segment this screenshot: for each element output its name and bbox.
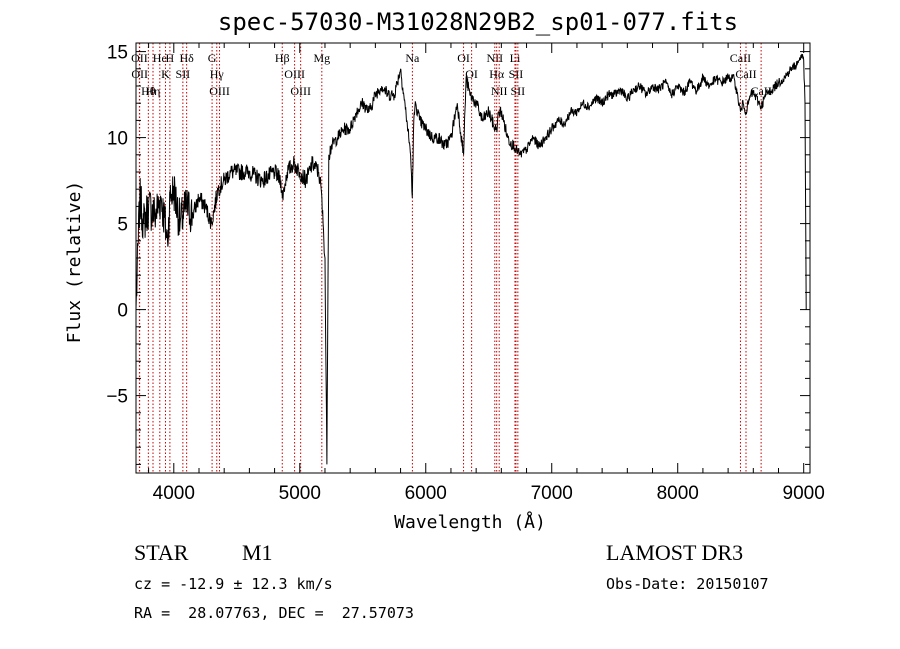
line-marker-label: NII — [486, 51, 503, 65]
line-marker-label: OI — [465, 67, 478, 81]
redshift-velocity: cz = -12.9 ± 12.3 km/s — [134, 575, 333, 593]
sky-coordinates: RA = 28.07763, DEC = 27.57073 — [134, 604, 414, 622]
y-axis-ticks: −5 0 5 10 15 — [106, 43, 810, 465]
x-tick-label: 8000 — [657, 483, 699, 504]
spectrum-line — [135, 53, 807, 465]
line-marker-label: Hδ — [179, 51, 194, 65]
x-tick-label: 9000 — [783, 483, 825, 504]
line-marker-label: K — [161, 67, 170, 81]
y-tick-label: −5 — [106, 387, 128, 408]
chart-title: spec-57030-M31028N29B2_sp01-077.fits — [218, 8, 738, 36]
line-marker-label: Hβ — [275, 51, 290, 65]
line-marker-label: SII — [176, 67, 191, 81]
y-tick-label: 0 — [117, 301, 128, 322]
line-marker-label: CaII — [735, 67, 756, 81]
line-marker-label: Hα — [489, 67, 505, 81]
line-marker-label: SII — [509, 67, 524, 81]
line-marker-label: NII — [491, 84, 508, 98]
object-subclass: M1 — [242, 540, 273, 565]
line-marker-label: OIII — [284, 67, 305, 81]
line-marker-label: H — [166, 51, 175, 65]
object-class: STAR — [134, 540, 189, 565]
line-marker-label: He — [153, 51, 167, 65]
line-marker-label: OIII — [290, 84, 311, 98]
line-marker-label: Hθ — [141, 84, 156, 98]
line-marker-label: CaII — [730, 51, 751, 65]
line-marker-label: OI — [457, 51, 470, 65]
line-marker-label: Li — [510, 51, 521, 65]
y-axis-label: Flux (relative) — [64, 181, 85, 344]
y-tick-label: 10 — [107, 129, 128, 150]
x-tick-label: 7000 — [531, 483, 573, 504]
line-marker-label: SII — [511, 84, 526, 98]
survey-name: LAMOST DR3 — [606, 540, 744, 565]
x-axis-label: Wavelength (Å) — [394, 511, 546, 533]
x-tick-label: 5000 — [279, 483, 321, 504]
line-marker-label: OII — [131, 67, 148, 81]
line-marker-label: Hη — [146, 84, 161, 98]
line-marker-label: Na — [405, 51, 420, 65]
line-marker-label: Mg — [313, 51, 330, 65]
x-tick-label: 4000 — [153, 483, 195, 504]
line-marker-label: G — [208, 51, 217, 65]
observation-date: Obs-Date: 20150107 — [606, 575, 769, 593]
line-marker-label: Hγ — [210, 67, 225, 81]
line-marker-label: OIII — [209, 84, 230, 98]
x-tick-label: 6000 — [405, 483, 447, 504]
plot-frame — [135, 42, 811, 474]
y-tick-label: 15 — [107, 43, 128, 64]
y-tick-label: 5 — [117, 215, 128, 236]
